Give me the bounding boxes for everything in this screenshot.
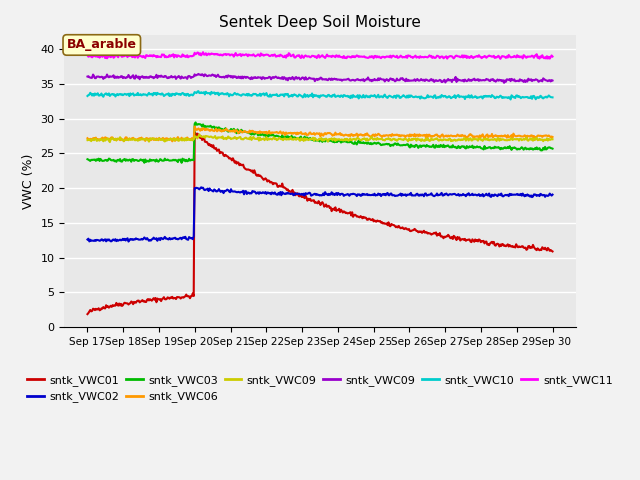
Legend: sntk_VWC01, sntk_VWC02, sntk_VWC03, sntk_VWC06, sntk_VWC09, sntk_VWC09, sntk_VWC: sntk_VWC01, sntk_VWC02, sntk_VWC03, sntk… xyxy=(23,371,617,407)
Title: Sentek Deep Soil Moisture: Sentek Deep Soil Moisture xyxy=(219,15,421,30)
Text: BA_arable: BA_arable xyxy=(67,38,137,51)
Y-axis label: VWC (%): VWC (%) xyxy=(22,154,35,209)
